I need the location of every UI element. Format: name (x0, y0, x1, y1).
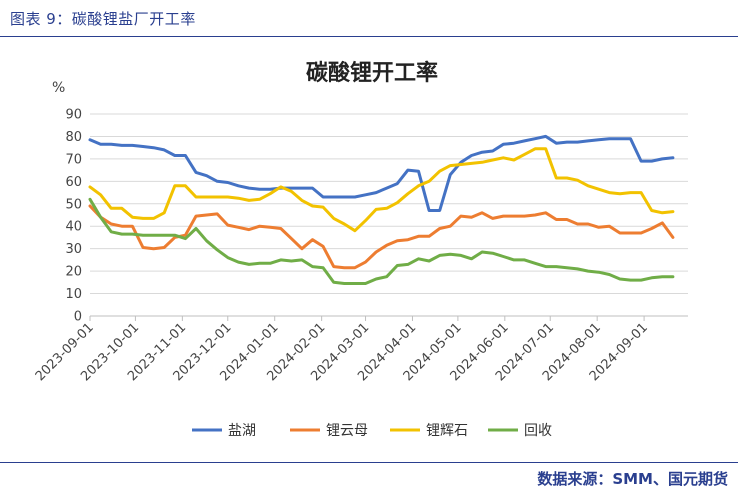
legend: 盐湖 锂云母 锂辉石 回收 (192, 423, 552, 439)
series-line-1 (88, 204, 675, 270)
y-tick-label: 0 (74, 310, 82, 325)
y-tick-label: 90 (65, 108, 82, 123)
y-axis-ticks: 0 10 20 30 40 50 60 70 80 90 (65, 108, 82, 325)
y-tick-label: 30 (65, 242, 82, 257)
y-tick-label: 60 (65, 175, 82, 190)
footer-rule (0, 462, 738, 463)
legend-label-1: 锂云母 (326, 423, 368, 439)
line-chart: 碳酸锂开工率 % 0 10 20 30 40 50 60 70 80 90 2023-09-012… (33, 60, 688, 439)
legend-label-2: 锂辉石 (426, 423, 468, 439)
y-axis-unit: % (52, 80, 65, 96)
data-source: 数据来源：SMM、国元期货 (537, 470, 728, 488)
chart-title: 碳酸锂开工率 (306, 60, 438, 86)
caption-rule (0, 36, 738, 37)
y-tick-label: 80 (65, 130, 82, 145)
x-axis: 2023-09-012023-10-012023-11-012023-12-01… (33, 315, 688, 384)
y-tick-label: 20 (65, 265, 82, 280)
series-line-3 (88, 197, 675, 285)
y-tick-label: 40 (65, 220, 82, 235)
y-tick-label: 70 (65, 152, 82, 167)
y-tick-label: 10 (65, 287, 82, 302)
legend-label-0: 盐湖 (228, 423, 256, 439)
figure-caption: 图表 9：碳酸锂盐厂开工率 (10, 10, 196, 28)
series-line-0 (88, 134, 675, 212)
legend-label-3: 回收 (524, 423, 552, 439)
series-lines (88, 134, 675, 285)
y-tick-label: 50 (65, 197, 82, 212)
series-line-2 (88, 147, 675, 233)
